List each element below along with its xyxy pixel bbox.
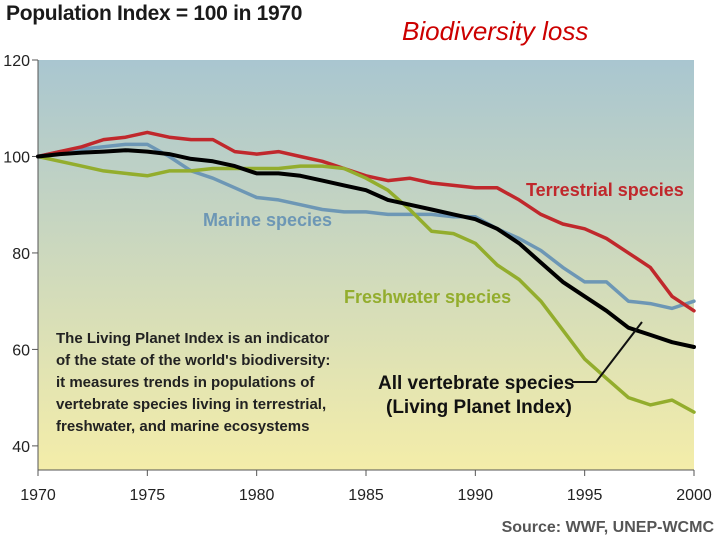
description-annotation: The Living Planet Index is an indicator … [56,330,330,435]
slide-title: Biodiversity loss [402,16,589,46]
label-freshwater: Freshwater species [344,287,511,307]
x-tick-label: 1970 [20,487,56,504]
y-tick-label: 100 [3,149,30,166]
annotation-line: of the state of the world's biodiversity… [56,352,330,369]
x-tick-label: 1990 [458,487,494,504]
x-tick-label: 2000 [676,487,712,504]
y-tick-label: 40 [12,439,30,456]
source-credit: Source: WWF, UNEP-WCMC [501,519,714,536]
pointer-line [572,321,643,383]
header-band [0,0,720,50]
y-tick-label: 60 [12,342,30,359]
plot-area [38,60,694,470]
series-line-marine [36,142,696,311]
series-line-all [36,148,696,349]
label-terrestrial: Terrestrial species [526,180,684,200]
annotation-line: it measures trends in populations of [56,374,315,391]
x-tick-label: 1975 [130,487,166,504]
label-living-planet-index: (Living Planet Index) [386,397,572,418]
annotation-line: freshwater, and marine ecosystems [56,418,309,435]
series-line-terrestrial [36,130,696,313]
series-line-freshwater [36,154,696,414]
annotation-line: The Living Planet Index is an indicator [56,330,330,347]
x-tick-label: 1995 [567,487,603,504]
x-tick-label: 1980 [239,487,275,504]
label-all-vertebrate: All vertebrate species [378,373,574,394]
y-tick-label: 120 [3,53,30,70]
label-marine: Marine species [203,210,332,230]
y-tick-label: 80 [12,246,30,263]
chart-title: Population Index = 100 in 1970 [6,2,303,25]
annotation-line: vertebrate species living in terrestrial… [56,396,326,413]
x-tick-label: 1985 [348,487,384,504]
